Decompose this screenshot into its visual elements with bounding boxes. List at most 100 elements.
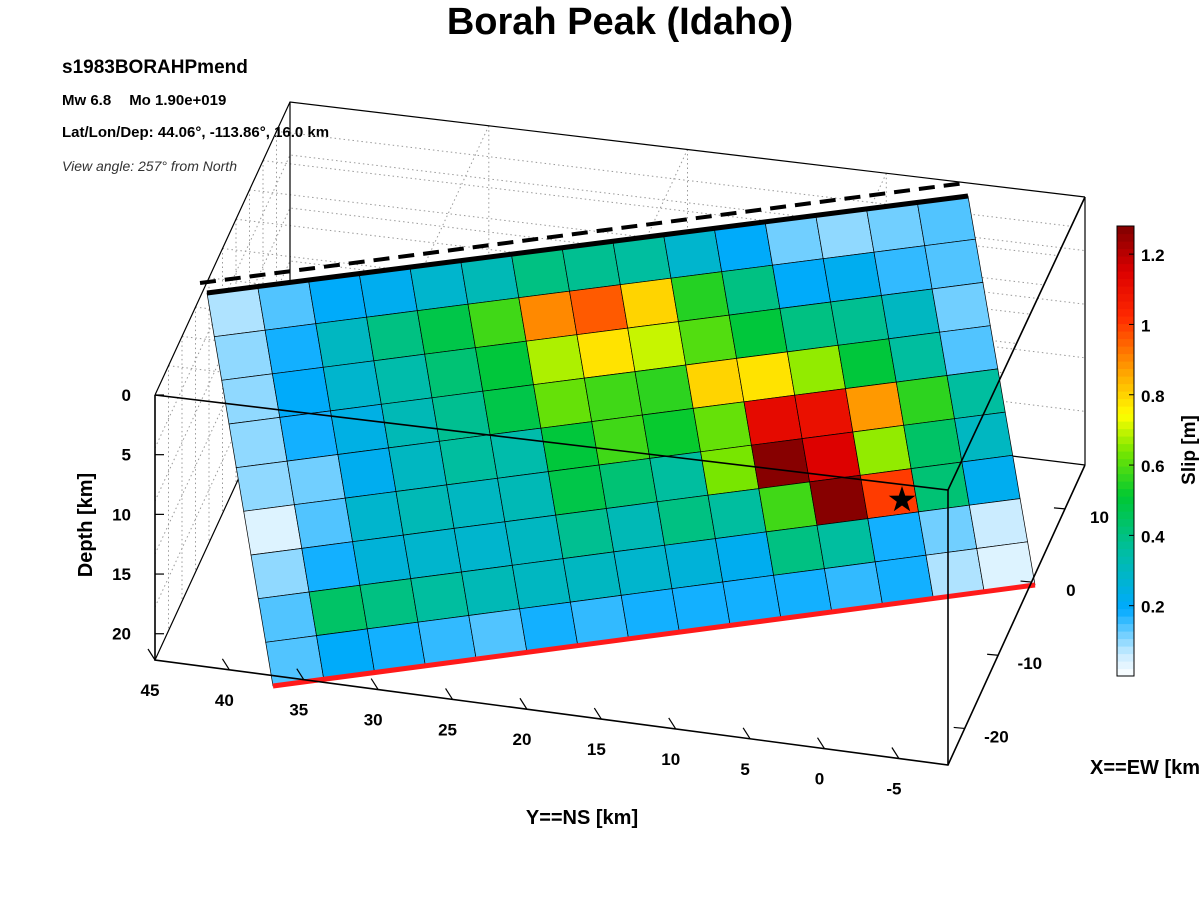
slip-patch xyxy=(330,403,390,455)
slip-patch xyxy=(228,417,288,469)
colorbar-segment xyxy=(1117,263,1134,272)
slip-patch xyxy=(366,310,426,362)
slip-patch xyxy=(916,195,976,247)
colorbar-segment xyxy=(1117,368,1134,377)
model-name: s1983BORAHPmend xyxy=(62,57,248,78)
slip-patch xyxy=(308,273,368,325)
colorbar-label: Slip [m] xyxy=(1179,415,1200,485)
axis-grid-layer xyxy=(154,125,1086,631)
colorbar-segment xyxy=(1117,308,1134,317)
slip-patch xyxy=(257,279,317,331)
slip-patch xyxy=(663,227,723,279)
slip-patch xyxy=(561,240,621,292)
y-axis-label: Y==NS [km] xyxy=(526,807,638,829)
slip-patch xyxy=(510,247,570,299)
slip-patch xyxy=(845,381,905,433)
slip-patch xyxy=(627,321,687,372)
grid-line xyxy=(181,335,976,432)
ns-tick-label: 10 xyxy=(661,750,680,769)
ns-tick xyxy=(891,747,900,759)
colorbar-segment xyxy=(1117,421,1134,430)
colorbar-segment xyxy=(1117,391,1134,400)
ew-tick xyxy=(987,653,999,656)
colorbar-tick-label: 1.2 xyxy=(1141,246,1165,265)
slip-patch xyxy=(903,418,963,469)
ew-tick xyxy=(1020,580,1032,583)
colorbar-tick-label: 0.2 xyxy=(1141,598,1165,617)
ew-tick-label: -10 xyxy=(1018,654,1043,673)
colorbar-segment xyxy=(1117,443,1134,452)
slip-patch xyxy=(880,288,941,340)
colorbar-segment xyxy=(1117,623,1134,632)
figure-title: Borah Peak (Idaho) xyxy=(446,1,794,43)
grid-line xyxy=(749,173,887,467)
slip-patch xyxy=(352,534,412,586)
colorbar-segment xyxy=(1117,661,1134,670)
slip-patch xyxy=(809,474,869,526)
slip-patch xyxy=(264,323,324,375)
colorbar-tick-label: 0.6 xyxy=(1141,457,1165,476)
colorbar-segment xyxy=(1117,503,1134,512)
slip-patch xyxy=(533,377,593,429)
slip-patch xyxy=(649,451,709,503)
slip-patch xyxy=(931,282,991,333)
colorbar-segment xyxy=(1117,466,1134,475)
slip-patch xyxy=(692,401,752,453)
colorbar-segment xyxy=(1117,473,1134,482)
colorbar-segment xyxy=(1117,413,1134,422)
slip-patch xyxy=(519,601,579,653)
colorbar-segment xyxy=(1117,601,1134,610)
fault-top-trace xyxy=(206,193,969,296)
slip-patch xyxy=(540,421,600,472)
slip-patch xyxy=(271,366,331,418)
colorbar-segment xyxy=(1117,496,1134,505)
slip-patch xyxy=(417,615,477,667)
slip-patch xyxy=(852,424,912,476)
colorbar-segment xyxy=(1117,608,1134,617)
colorbar-segment xyxy=(1117,428,1134,437)
slip-patch xyxy=(380,397,440,449)
axis-tick-layer: 0 5 10 15 20 45 40 35 30 25 20 15 10 5 0 -5 10 0 -10 -20 xyxy=(112,386,1109,798)
plot-box-front-edges xyxy=(154,196,1086,766)
slip-patch xyxy=(888,331,948,383)
depth-tick-label: 5 xyxy=(122,446,131,465)
colorbar-tick-label: 0.4 xyxy=(1141,527,1165,546)
slip-patch xyxy=(221,373,281,425)
colorbar-tick-label: 0.8 xyxy=(1141,387,1165,406)
slip-patch xyxy=(924,238,984,290)
slip-patch xyxy=(685,358,745,409)
box-top-front-edge xyxy=(154,196,1086,491)
slip-patch xyxy=(946,368,1006,420)
ns-tick-label: 5 xyxy=(740,760,749,779)
slip-patch xyxy=(562,551,622,603)
slip-patch xyxy=(410,571,470,623)
ew-tick-label: 0 xyxy=(1066,581,1075,600)
slip-patch xyxy=(359,578,419,630)
colorbar-segment xyxy=(1117,518,1134,527)
slip-patch xyxy=(918,504,978,556)
slip-patch xyxy=(315,316,375,368)
moment-value: Mo 1.90e+019 xyxy=(129,92,227,109)
grid-line xyxy=(154,207,1086,502)
ns-tick xyxy=(296,668,305,681)
grid-line xyxy=(262,160,1058,257)
slip-patch xyxy=(322,360,382,412)
grid-line xyxy=(154,260,1086,555)
slip-patch xyxy=(707,488,767,539)
colorbar-segment xyxy=(1117,271,1134,280)
slip-patch xyxy=(373,353,433,405)
slip-patch xyxy=(395,484,455,536)
colorbar-segment xyxy=(1117,638,1134,647)
slip-patch xyxy=(293,497,354,549)
slip-patch xyxy=(859,468,919,519)
ns-tick-label: 0 xyxy=(815,770,824,789)
ns-tick-label: 40 xyxy=(215,691,234,710)
slip-patch xyxy=(822,251,882,303)
colorbar-segment xyxy=(1117,436,1134,445)
slip-patch xyxy=(468,608,528,660)
colorbar-segment xyxy=(1117,293,1134,302)
colorbar-tick-label: 1 xyxy=(1141,316,1150,335)
grid-line xyxy=(195,306,990,403)
slip-patch xyxy=(525,334,585,386)
colorbar-segment xyxy=(1117,571,1134,580)
